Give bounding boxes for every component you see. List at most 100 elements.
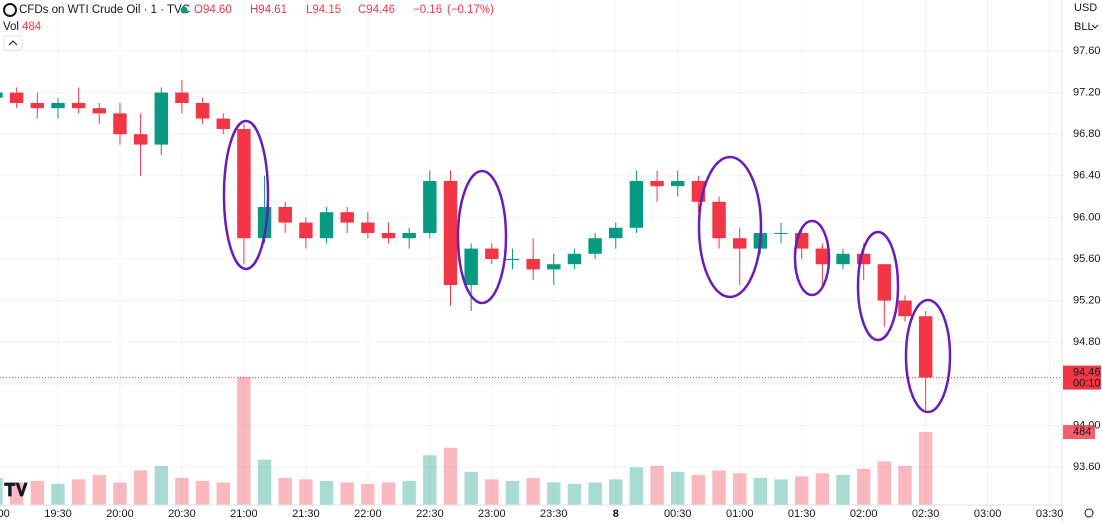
x-tick-label: 23:30 — [540, 508, 568, 520]
candle-body — [877, 264, 892, 301]
y-tick-label: 97.20 — [1073, 86, 1101, 98]
candle-body — [30, 102, 45, 109]
y-tick-label: 97.60 — [1073, 45, 1101, 57]
volume-bar — [609, 479, 623, 505]
axes: 93.6094.0094.4094.8095.2095.6096.0096.40… — [0, 45, 1101, 520]
volume-bar — [567, 483, 582, 505]
caret — [8, 40, 18, 46]
symbol-icon[interactable] — [3, 3, 17, 17]
volume-bar — [485, 479, 499, 505]
candle-body — [361, 222, 375, 233]
candle-body — [237, 128, 251, 239]
x-tick-label: 02:30 — [912, 508, 940, 520]
x-tick-label: 03:00 — [974, 508, 1002, 520]
candle-body — [423, 180, 437, 233]
y-tick-label: 95.20 — [1073, 295, 1101, 307]
candle-body — [629, 180, 644, 228]
x-tick-label: 19:30 — [44, 508, 72, 520]
unit[interactable]: BLL — [1074, 21, 1094, 33]
annotations — [222, 119, 952, 414]
candle-body — [505, 259, 520, 261]
x-tick-label: 19:00 — [0, 508, 10, 520]
x-tick-label: 8 — [613, 508, 619, 520]
candle-body — [898, 300, 912, 317]
candle-body — [195, 102, 210, 119]
volume-bar — [237, 376, 251, 505]
volume-bar — [195, 480, 210, 505]
x-tick-label: 00:30 — [664, 508, 692, 520]
candle-body — [133, 134, 148, 145]
candle-body — [299, 222, 313, 239]
volume-bar — [629, 467, 644, 505]
candle-body — [485, 248, 499, 260]
ellipse — [904, 298, 952, 414]
y-tick-label: 96.40 — [1073, 170, 1101, 182]
volume-bar — [547, 482, 561, 505]
candle-body — [51, 102, 65, 109]
countdown: 00:10 — [1073, 377, 1101, 389]
currency[interactable]: USD — [1074, 2, 1097, 14]
candle-body — [836, 253, 850, 265]
ellipse — [697, 155, 763, 299]
x-tick-label: 22:00 — [354, 508, 382, 520]
candle-body — [175, 92, 189, 103]
candle-body — [567, 253, 582, 265]
x-tick-label: 03:30 — [1036, 508, 1064, 520]
volume-bar — [361, 483, 375, 505]
candle-body — [443, 180, 458, 286]
candle-body — [92, 108, 107, 114]
volume-tag — [1063, 425, 1095, 440]
candle-body — [381, 232, 396, 239]
plot-area — [0, 0, 1062, 505]
candle-body — [340, 212, 354, 223]
collapse-button[interactable] — [3, 35, 23, 51]
legend-open: O94.60 — [194, 4, 232, 16]
ellipse — [222, 119, 270, 271]
volume-bar — [794, 476, 809, 505]
caret — [1091, 24, 1099, 29]
volume-bar — [526, 477, 540, 505]
ellipse — [793, 219, 831, 297]
volume-bar — [92, 474, 107, 505]
volume-bar — [216, 482, 230, 505]
legend-high: H94.61 — [250, 4, 287, 16]
x-tick-label: 01:00 — [726, 508, 754, 520]
volume-bar — [175, 477, 189, 505]
price-tag — [1063, 365, 1101, 390]
volume-bar — [278, 477, 292, 505]
candle-body — [733, 238, 747, 249]
candle-body — [650, 180, 664, 187]
settings-icon[interactable] — [1084, 508, 1094, 518]
legend-low: L94.15 — [306, 4, 341, 16]
volume-bar — [113, 482, 127, 505]
chart-title[interactable]: CFDs on WTI Crude Oil · 1 · TVC — [19, 4, 190, 16]
volume-title: Vol — [3, 21, 19, 33]
candle-body — [526, 259, 540, 270]
candle-body — [547, 264, 561, 270]
candle-body — [154, 92, 168, 145]
legend-change: −0.16 — [413, 4, 442, 16]
legend-close: C94.46 — [358, 4, 395, 16]
y-tick-label: 94.80 — [1073, 336, 1101, 348]
volume-last: 484 — [22, 21, 42, 33]
legend-change-pct: (−0.17%) — [447, 4, 494, 16]
ellipse — [856, 230, 900, 342]
volume-bar — [650, 465, 664, 505]
candle-body — [464, 248, 478, 286]
candle-body — [71, 102, 86, 109]
volume-bar — [712, 470, 726, 505]
x-tick-label: 21:30 — [292, 508, 320, 520]
volume-bar — [815, 473, 830, 505]
volume-bar — [691, 474, 706, 505]
volume-bar — [671, 471, 685, 505]
volume-bar — [423, 455, 437, 505]
volume-bar — [774, 479, 788, 505]
candle-body — [918, 316, 933, 378]
volume-bar — [918, 432, 933, 505]
volume-bar — [505, 480, 520, 505]
volume-bar — [898, 465, 912, 505]
volume-bar — [588, 482, 602, 505]
volume-bar — [299, 479, 313, 505]
volume-bar — [0, 477, 3, 505]
